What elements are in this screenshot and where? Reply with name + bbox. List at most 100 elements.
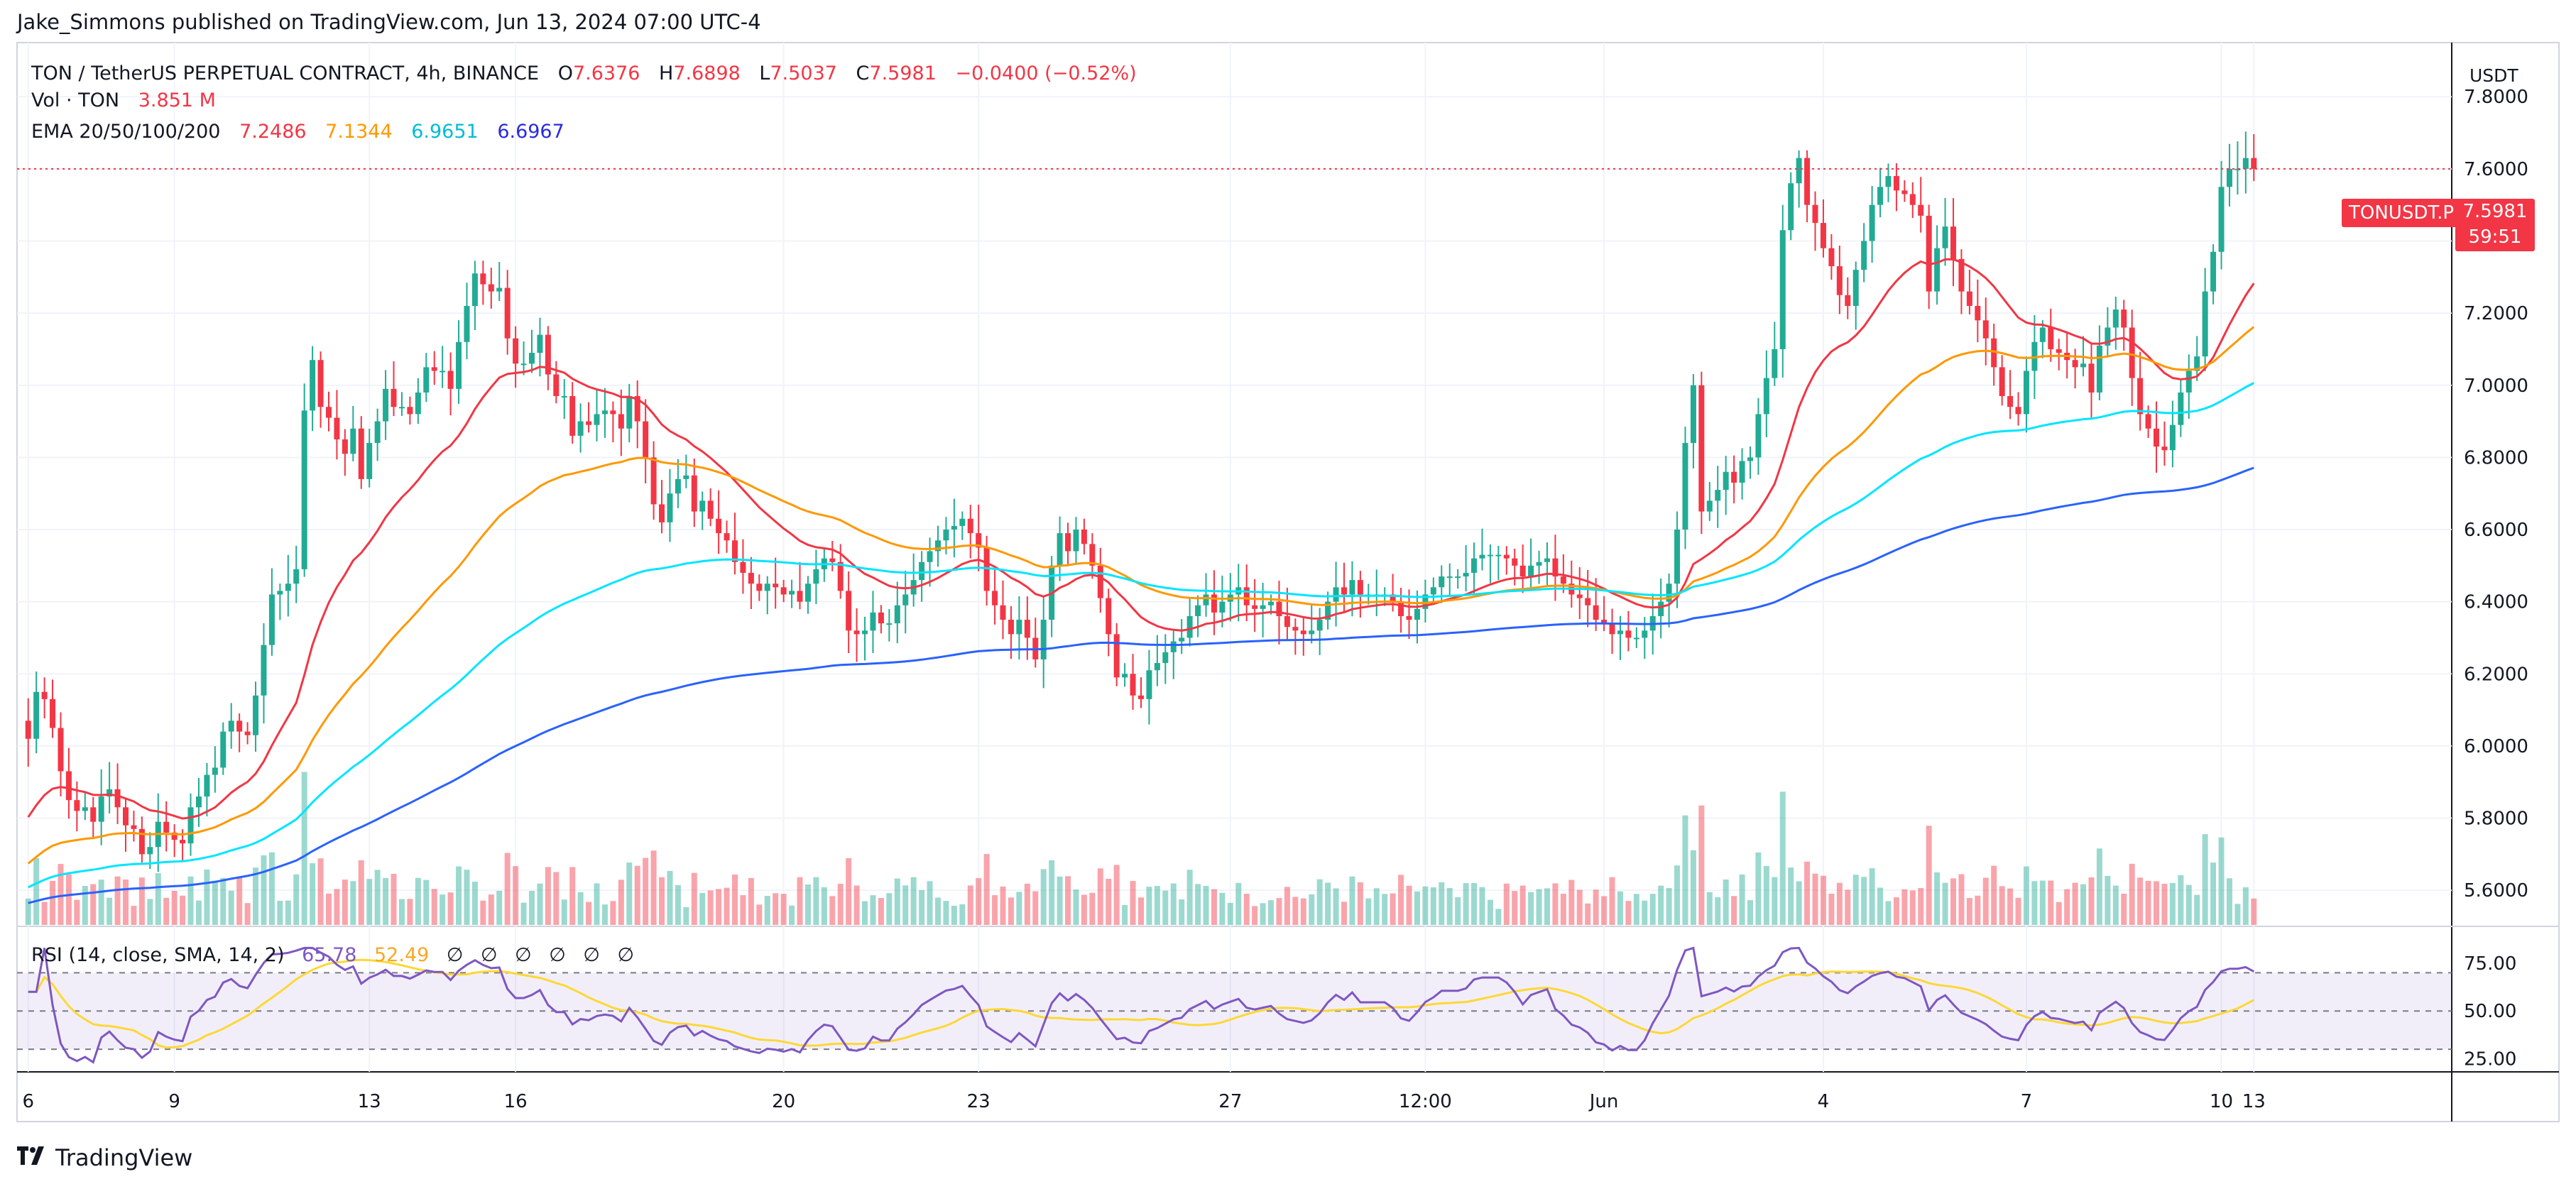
candle-body <box>204 774 210 797</box>
volume-bar <box>1455 897 1461 925</box>
volume-bar <box>1235 882 1242 925</box>
candle-body <box>1430 587 1436 595</box>
candle-body <box>748 573 754 584</box>
candle-body <box>1934 248 1941 292</box>
ohlc-open: O7.6376 <box>557 62 640 84</box>
volume-bar <box>1487 899 1493 925</box>
price-tick-label: 7.8000 <box>2464 87 2528 108</box>
symbol-legend: TON / TetherUS PERPETUAL CONTRACT, 4h, B… <box>31 62 1150 84</box>
volume-bar <box>1422 886 1429 925</box>
candle-body <box>1666 583 1672 602</box>
candle-body <box>1446 576 1453 579</box>
candle-body <box>1877 187 1884 205</box>
volume-bar <box>577 892 584 925</box>
rsi-legend[interactable]: RSI (14, close, SMA, 14, 2) 65.78 52.49 … <box>31 944 645 966</box>
candle-body <box>1073 530 1079 552</box>
volume-bar <box>1268 900 1275 925</box>
volume-bar <box>2226 878 2232 925</box>
volume-bar <box>1032 891 1039 925</box>
volume-bar <box>2080 884 2087 925</box>
candle-body <box>1065 533 1071 552</box>
volume-bar <box>1625 901 1632 925</box>
candle-body <box>1398 601 1404 616</box>
volume-bar <box>50 880 56 925</box>
candle-body <box>2039 327 2046 342</box>
volume-bar <box>1373 888 1380 925</box>
volume-bar <box>691 872 697 925</box>
volume-bar <box>131 906 137 925</box>
candle-body <box>1779 230 1786 349</box>
volume-bar <box>1885 901 1892 925</box>
candle-body <box>2080 363 2087 368</box>
volume-bar <box>1097 868 1103 925</box>
volume-bar <box>618 880 624 925</box>
volume-bar <box>2185 884 2192 925</box>
volume-bar <box>910 877 917 925</box>
candle-body <box>285 583 291 591</box>
candle-body <box>325 407 332 418</box>
candle-body <box>1179 637 1185 642</box>
candle-body <box>1852 270 1859 306</box>
volume-bar <box>1723 879 1729 925</box>
volume-bar <box>1772 877 1778 925</box>
volume-bar <box>1666 887 1672 925</box>
currency-label[interactable]: USDT <box>2469 65 2518 86</box>
volume-bar <box>1893 897 1899 925</box>
volume-bar <box>927 881 933 925</box>
candle-body <box>2161 446 2168 451</box>
candle-body <box>1186 615 1193 638</box>
volume-bar <box>1585 903 1591 925</box>
candle-body <box>480 273 486 285</box>
volume-bar <box>310 863 316 925</box>
candle-body <box>1439 576 1445 588</box>
price-tick-label: 7.6000 <box>2464 159 2528 180</box>
candle-body <box>650 457 657 505</box>
volume-bar <box>317 858 324 925</box>
volume-bar <box>1617 891 1623 925</box>
volume-bar <box>2242 887 2249 925</box>
symbol-title[interactable]: TON / TetherUS PERPETUAL CONTRACT, 4h, B… <box>31 62 540 84</box>
candle-body <box>1715 490 1721 501</box>
tradingview-brand[interactable]: TradingView <box>17 1144 192 1171</box>
volume-bar <box>1828 894 1835 925</box>
volume-bar <box>195 900 202 925</box>
time-tick-label: Jun <box>1588 1091 1619 1112</box>
candle-body <box>1130 674 1136 696</box>
candle-body <box>1804 158 1811 205</box>
candle-body <box>731 540 738 562</box>
volume-bar <box>667 870 673 925</box>
candle-body <box>569 396 576 436</box>
candle-body <box>1991 338 1997 368</box>
candle-body <box>1040 620 1047 659</box>
price-tick-label: 6.4000 <box>2464 592 2528 613</box>
ema-legend[interactable]: EMA 20/50/100/200 7.2486 7.1344 6.9651 6… <box>31 121 577 143</box>
candle-body <box>967 518 973 534</box>
volume-bar <box>374 870 381 925</box>
candle-body <box>2105 327 2111 346</box>
volume-bar <box>180 895 186 925</box>
volume-bar <box>943 901 949 925</box>
volume-bar <box>1146 887 1152 925</box>
candle-body <box>98 796 104 822</box>
volume-bar <box>1325 882 1331 925</box>
volume-legend[interactable]: Vol · TON 3.851 M <box>31 89 229 111</box>
volume-bar <box>1341 902 1348 925</box>
candle-body <box>114 789 121 808</box>
candle-body <box>2023 371 2029 415</box>
volume-bar <box>261 855 267 925</box>
candle-body <box>513 338 519 364</box>
volume-bar <box>1633 894 1639 925</box>
volume-bar <box>155 873 161 925</box>
candle-body <box>959 518 966 526</box>
candle-body <box>951 525 957 530</box>
candle-body <box>1097 565 1103 598</box>
volume-bar <box>951 905 957 925</box>
candle-body <box>1893 176 1899 191</box>
candle-body <box>195 796 202 808</box>
volume-bar <box>764 896 770 925</box>
candle-body <box>1089 544 1096 566</box>
candle-body <box>1820 223 1826 248</box>
candle-body <box>1918 204 1924 216</box>
